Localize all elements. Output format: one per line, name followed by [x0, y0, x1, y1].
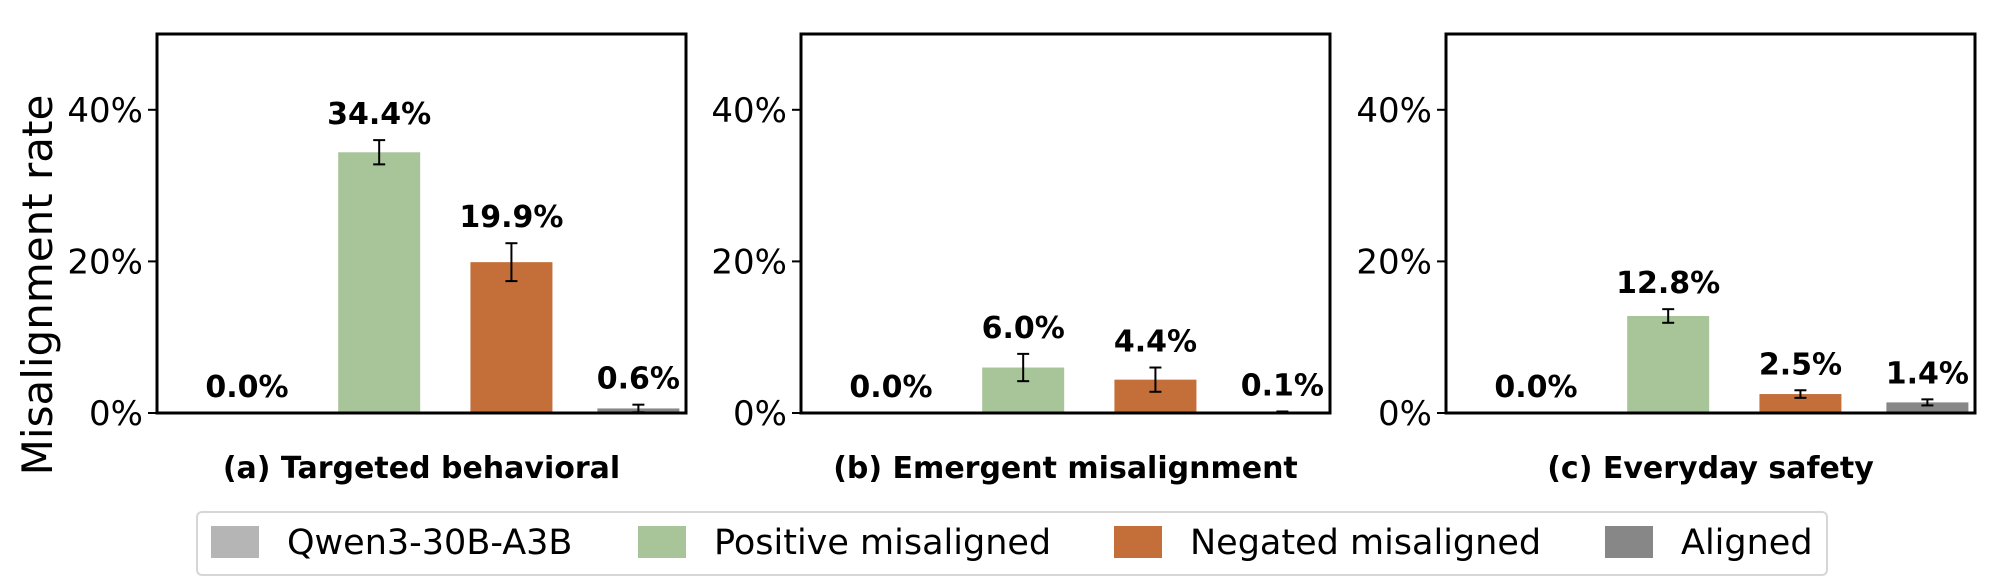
- y-tick-label: 20%: [711, 242, 787, 282]
- legend-item: Positive misaligned: [638, 523, 1051, 563]
- error-bar: [1017, 352, 1030, 383]
- panel-title: (c) Everyday safety: [1547, 451, 1874, 486]
- error-bar: [1794, 389, 1807, 399]
- bar-negated-misaligned: [470, 262, 553, 413]
- y-axis-title: Misalignment rate: [13, 95, 62, 476]
- y-tick-label: 20%: [67, 242, 143, 282]
- data-label: 1.4%: [1886, 356, 1969, 391]
- data-label: 34.4%: [327, 97, 431, 132]
- bar-negated-misaligned: [1759, 394, 1842, 413]
- data-label: 4.4%: [1114, 325, 1197, 360]
- plot-frame: [799, 32, 1332, 415]
- legend-swatch: [1605, 526, 1653, 558]
- y-tick-label: 0%: [89, 394, 143, 434]
- data-label: 0.0%: [1494, 370, 1577, 405]
- error-bar: [373, 139, 386, 166]
- plot-frame: [1444, 32, 1977, 415]
- legend-label: Qwen3-30B-A3B: [287, 523, 572, 563]
- data-label: 2.5%: [1759, 347, 1842, 382]
- legend-label: Aligned: [1681, 523, 1813, 563]
- data-label: 0.0%: [849, 370, 932, 405]
- y-tick-label: 40%: [711, 91, 787, 131]
- legend-frame: [196, 511, 1828, 576]
- legend-label: Positive misaligned: [714, 523, 1051, 563]
- y-tick-label: 40%: [67, 91, 143, 131]
- panel-3: 0% 20% 40% 0.0% 12.8% 2.5% 1.4% (c) Everyday sa…: [1356, 32, 1977, 486]
- error-bar: [1149, 366, 1162, 393]
- panel-title: (a) Targeted behavioral: [223, 451, 620, 486]
- y-tick-label: 0%: [733, 394, 787, 434]
- legend-label: Negated misaligned: [1190, 523, 1541, 563]
- legend-swatch: [211, 526, 259, 558]
- bar-aligned: [1886, 402, 1969, 413]
- error-bar: [1662, 308, 1675, 324]
- panel-title: (b) Emergent misalignment: [833, 451, 1298, 486]
- y-tick-label: 0%: [1378, 394, 1432, 434]
- error-bar: [505, 242, 518, 283]
- error-bar: [1921, 398, 1934, 407]
- data-label: 6.0%: [982, 311, 1065, 346]
- panel-2: 0% 20% 40% 0.0% 6.0% 4.4% 0.1% (b) Emergent mis…: [711, 32, 1332, 486]
- plot-frame: [155, 32, 688, 415]
- legend: Qwen3-30B-A3B Positive misaligned Negated …: [196, 511, 1828, 576]
- y-tick-label: 40%: [1356, 91, 1432, 131]
- data-label: 19.9%: [459, 200, 563, 235]
- legend-item: Negated misaligned: [1114, 523, 1541, 563]
- bar-positive-misaligned: [338, 152, 421, 414]
- panels: 0% 20% 40% 0.0% 34.4% 19.9% 0.6% (a) Targeted b…: [67, 32, 1977, 486]
- panel-1: 0% 20% 40% 0.0% 34.4% 19.9% 0.6% (a) Targeted b…: [67, 32, 688, 486]
- data-label: 0.0%: [205, 370, 288, 405]
- data-label: 0.1%: [1241, 368, 1324, 403]
- data-label: 12.8%: [1616, 266, 1720, 301]
- bar-positive-misaligned: [1627, 315, 1710, 413]
- legend-item: Aligned: [1605, 523, 1813, 563]
- legend-swatch: [638, 526, 686, 558]
- legend-item: Qwen3-30B-A3B: [211, 523, 572, 563]
- legend-swatch: [1114, 526, 1162, 558]
- data-label: 0.6%: [597, 362, 680, 397]
- y-tick-label: 20%: [1356, 242, 1432, 282]
